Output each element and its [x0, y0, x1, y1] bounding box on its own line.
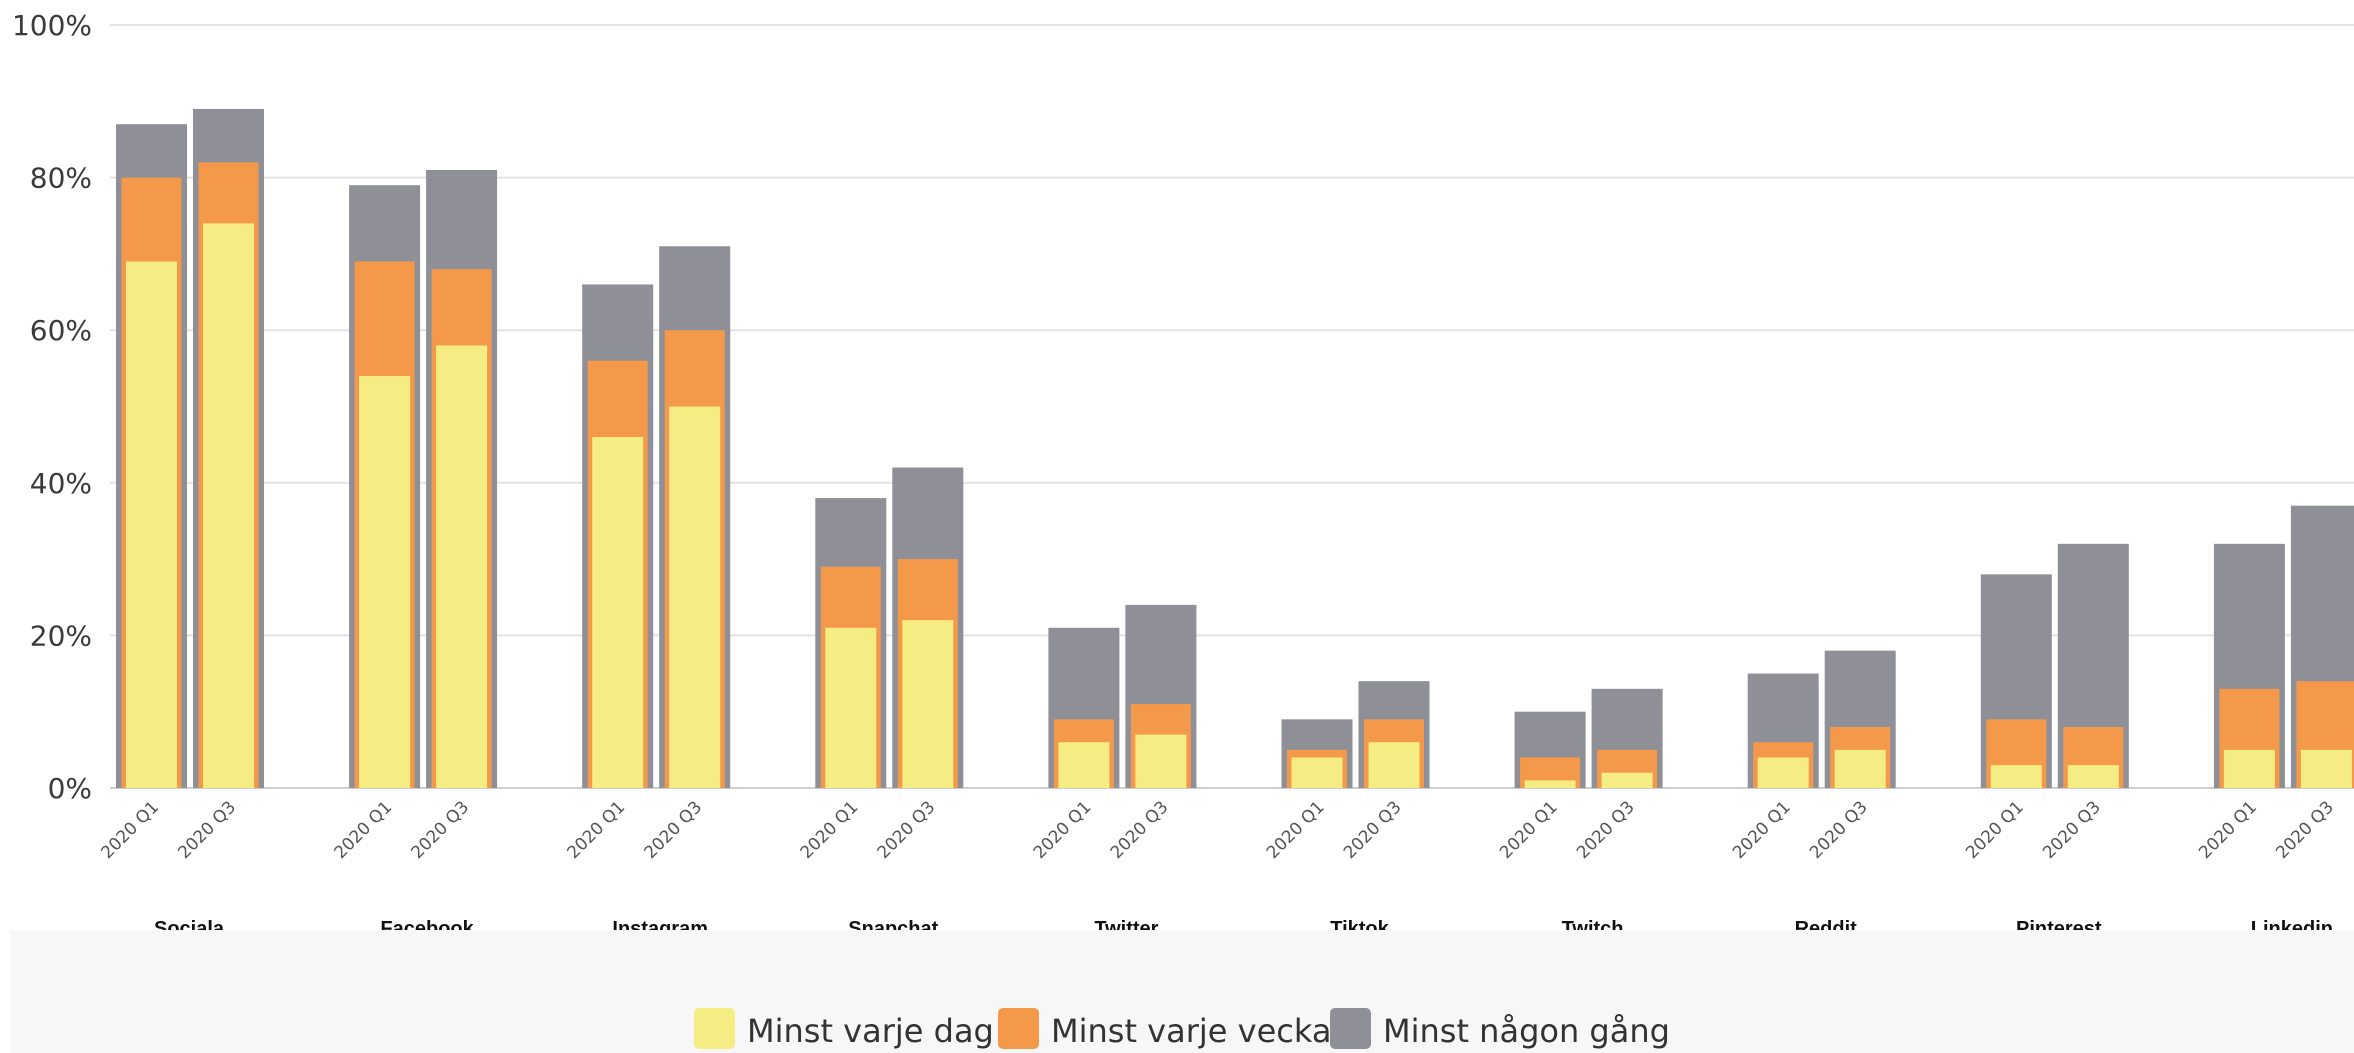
- y-tick-label: 40%: [30, 467, 92, 500]
- legend-swatch: [998, 1008, 1039, 1049]
- x-tick-period-label: 2020 Q3: [1573, 797, 1639, 863]
- y-tick-label: 20%: [30, 619, 92, 652]
- bar-segment-minst-varje-dag: [1834, 749, 1886, 788]
- x-tick-period-label: 2020 Q3: [2039, 797, 2105, 863]
- y-tick-label: 0%: [48, 772, 92, 805]
- legend-item: Minst någon gång: [1330, 1008, 1670, 1050]
- x-tick-period-label: 2020 Q3: [1107, 797, 1173, 863]
- bar-segment-minst-varje-dag: [2300, 749, 2352, 788]
- x-tick-period-label: 2020 Q1: [1496, 797, 1562, 863]
- bar-segment-minst-varje-dag: [2223, 749, 2275, 788]
- bar-segment-minst-varje-dag: [1757, 757, 1809, 788]
- bar-segment-minst-varje-dag: [1135, 734, 1187, 788]
- x-tick-period-label: 2020 Q1: [564, 797, 630, 863]
- bar-segment-minst-varje-dag: [902, 620, 954, 788]
- y-tick-label: 100%: [12, 9, 92, 42]
- x-tick-period-label: 2020 Q1: [1962, 797, 2028, 863]
- x-tick-period-label: 2020 Q3: [1340, 797, 1406, 863]
- bar-segment-minst-varje-dag: [1291, 757, 1343, 788]
- legend-label: Minst någon gång: [1383, 1012, 1670, 1050]
- bar-segment-minst-varje-dag: [1524, 780, 1576, 788]
- bar-segment-minst-varje-dag: [825, 627, 877, 788]
- x-tick-period-label: 2020 Q1: [97, 797, 163, 863]
- x-tick-period-label: 2020 Q1: [1030, 797, 1096, 863]
- legend-band: [10, 930, 2354, 1053]
- y-tick-label: 60%: [30, 314, 92, 347]
- legend: Minst varje dag Minst varje vecka Minst nå…: [694, 1008, 1670, 1050]
- legend-swatch: [1330, 1008, 1371, 1049]
- bar-segment-minst-varje-dag: [1058, 742, 1110, 788]
- x-tick-period-label: 2020 Q1: [2195, 797, 2261, 863]
- x-tick-period-label: 2020 Q1: [797, 797, 863, 863]
- bar-segment-minst-varje-dag: [359, 375, 411, 788]
- x-tick-period-label: 2020 Q3: [407, 797, 473, 863]
- x-tick-period-label: 2020 Q3: [1806, 797, 1872, 863]
- bar-segment-minst-varje-dag: [592, 437, 644, 788]
- x-tick-period-label: 2020 Q3: [641, 797, 707, 863]
- legend-item: Minst varje vecka: [998, 1008, 1331, 1050]
- legend-label: Minst varje vecka: [1051, 1012, 1331, 1050]
- bar-segment-minst-varje-dag: [1990, 765, 2042, 788]
- x-tick-period-label: 2020 Q3: [2272, 797, 2338, 863]
- x-tick-period-label: 2020 Q3: [174, 797, 240, 863]
- bar-segment-minst-varje-dag: [126, 261, 177, 788]
- y-axis: 0% 20% 40% 60% 80% 100%: [12, 9, 92, 805]
- bars: [116, 108, 2354, 789]
- x-tick-period-label: 2020 Q1: [1263, 797, 1329, 863]
- bar-segment-minst-varje-dag: [436, 345, 488, 788]
- legend-label: Minst varje dag: [747, 1012, 994, 1050]
- bar-segment-minst-varje-dag: [1368, 742, 1420, 788]
- bar-segment-minst-varje-dag: [2067, 765, 2119, 788]
- y-tick-label: 80%: [30, 162, 92, 195]
- x-tick-period-label: 2020 Q3: [874, 797, 940, 863]
- x-tick-period-label: 2020 Q1: [1729, 797, 1795, 863]
- bar-segment-minst-varje-dag: [669, 406, 721, 788]
- legend-swatch: [694, 1008, 735, 1049]
- legend-item: Minst varje dag: [694, 1008, 994, 1050]
- bar-segment-minst-varje-dag: [1601, 772, 1653, 788]
- x-tick-period-label: 2020 Q1: [330, 797, 396, 863]
- bar-segment-minst-varje-dag: [203, 223, 254, 788]
